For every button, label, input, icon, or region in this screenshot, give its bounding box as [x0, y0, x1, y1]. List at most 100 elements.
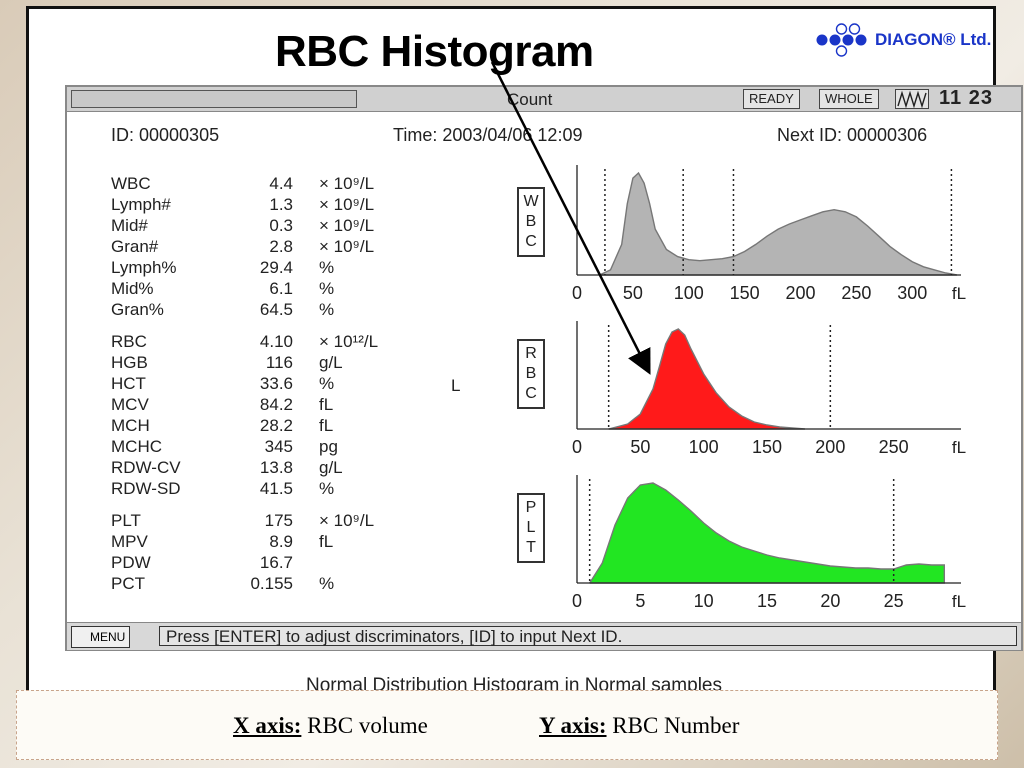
param-unit: × 10⁹/L	[319, 195, 375, 214]
param-value: 29.4	[259, 258, 293, 277]
param-unit: × 10⁹/L	[319, 511, 375, 530]
axis-legend-box: X axis: RBC volume Y axis: RBC Number	[16, 690, 998, 760]
tick-label: 50	[623, 283, 643, 303]
clock: 11 23	[939, 87, 993, 109]
param-value: 28.2	[259, 416, 293, 435]
param-unit: fL	[319, 395, 334, 414]
param-name: PCT	[111, 574, 145, 593]
param-name: MCHC	[111, 437, 162, 456]
slide-title: RBC Histogram	[275, 27, 594, 76]
param-value: 33.6	[259, 374, 293, 393]
tick-label: 150	[730, 283, 760, 303]
param-value: 2.8	[269, 237, 293, 256]
param-value: 345	[264, 437, 293, 456]
tick-label: 15	[757, 591, 777, 611]
param-unit: × 10¹²/L	[319, 332, 379, 351]
status-mode: Count	[507, 90, 553, 109]
param-name: WBC	[111, 174, 151, 193]
param-name: Lymph#	[111, 195, 171, 214]
param-name: PDW	[111, 553, 151, 572]
pointer-arrow	[490, 61, 651, 375]
param-name: Lymph%	[111, 258, 177, 277]
slide-frame: RBC Histogram DIAGON® Ltd. Count READY W…	[26, 6, 1023, 758]
param-value: 16.7	[259, 553, 293, 572]
tick-label: 300	[897, 283, 927, 303]
tick-label: 250	[879, 437, 909, 457]
param-unit: %	[319, 258, 335, 277]
param-unit: × 10⁹/L	[319, 237, 375, 256]
sample-time: Time: 2003/04/06 12:09	[393, 125, 583, 145]
y-axis-note: Y axis: RBC Number	[539, 713, 739, 739]
plt-distribution-area	[589, 482, 946, 584]
y-axis-key: Y axis:	[539, 713, 607, 738]
tick-label: 100	[674, 283, 704, 303]
param-value: 64.5	[259, 300, 293, 319]
param-unit: %	[319, 479, 335, 498]
param-name: Gran#	[111, 237, 159, 256]
param-value: 84.2	[259, 395, 293, 414]
tick-label: 10	[694, 591, 714, 611]
param-name: HGB	[111, 353, 148, 372]
tick-label: 0	[572, 283, 582, 303]
param-name: MPV	[111, 532, 148, 551]
rbc-distribution-area	[608, 328, 806, 430]
tick-label: 150	[752, 437, 782, 457]
tick-label: 5	[635, 591, 645, 611]
x-axis-value: RBC volume	[307, 713, 428, 738]
next-id: Next ID: 00000306	[777, 125, 928, 145]
x-axis-key: X axis:	[233, 713, 302, 738]
param-name: MCV	[111, 395, 149, 414]
param-unit: fL	[319, 416, 334, 435]
param-name: Mid#	[111, 216, 148, 235]
param-value: 13.8	[259, 458, 293, 477]
unit-label: fL	[952, 438, 966, 457]
param-unit: g/L	[319, 458, 343, 477]
param-unit: pg	[319, 437, 338, 456]
x-axis-note: X axis: RBC volume	[233, 713, 428, 739]
param-unit: %	[319, 374, 335, 393]
bottom-bar: MENU Press [ENTER] to adjust discriminat…	[67, 622, 1021, 650]
param-unit: %	[319, 300, 335, 319]
tick-label: 200	[815, 437, 845, 457]
param-value: 0.3	[269, 216, 293, 235]
menu-button[interactable]: MENU	[71, 626, 131, 648]
tick-label: 20	[820, 591, 840, 611]
y-axis-value: RBC Number	[612, 713, 740, 738]
histogram-panel: 0 50 100 150 200 250 300 fL 0 50 100 150 200 250 fL 0 5 1…	[572, 165, 966, 611]
param-value: 116	[265, 353, 293, 372]
param-value: 8.9	[269, 532, 293, 551]
ready-badge: READY	[743, 89, 800, 109]
param-name: RDW-CV	[111, 458, 181, 477]
param-unit: %	[319, 279, 335, 298]
param-name: Mid%	[111, 279, 154, 298]
param-name: MCH	[111, 416, 150, 435]
brand-name: DIAGON® Ltd.	[875, 30, 992, 49]
stray-label: L	[451, 376, 461, 395]
status-bar: Count READY WHOLE 11 23	[67, 87, 1021, 112]
param-name: RBC	[111, 332, 147, 351]
param-unit: × 10⁹/L	[319, 174, 375, 193]
tick-label: 0	[572, 591, 582, 611]
prompt-message: Press [ENTER] to adjust discriminators, …	[159, 626, 1017, 646]
unit-label: fL	[952, 592, 966, 611]
param-value: 0.155	[250, 574, 293, 593]
param-unit: × 10⁹/L	[319, 216, 375, 235]
tick-label: 250	[841, 283, 871, 303]
param-unit: %	[319, 574, 335, 593]
param-value: 1.3	[269, 195, 293, 214]
wbc-distribution-area	[599, 171, 958, 276]
tick-label: 0	[572, 437, 582, 457]
tick-label: 100	[689, 437, 719, 457]
brand-logo: DIAGON® Ltd.	[813, 23, 991, 57]
status-field	[71, 90, 357, 108]
analyzer-screen: Count READY WHOLE 11 23 ID: 00000305 Tim…	[65, 85, 1023, 651]
param-value: 4.4	[269, 174, 293, 193]
molecule-icon	[816, 23, 867, 57]
param-unit: g/L	[319, 353, 343, 372]
wave-icon	[895, 89, 929, 109]
unit-label: fL	[952, 284, 966, 303]
param-name: RDW-SD	[111, 479, 181, 498]
